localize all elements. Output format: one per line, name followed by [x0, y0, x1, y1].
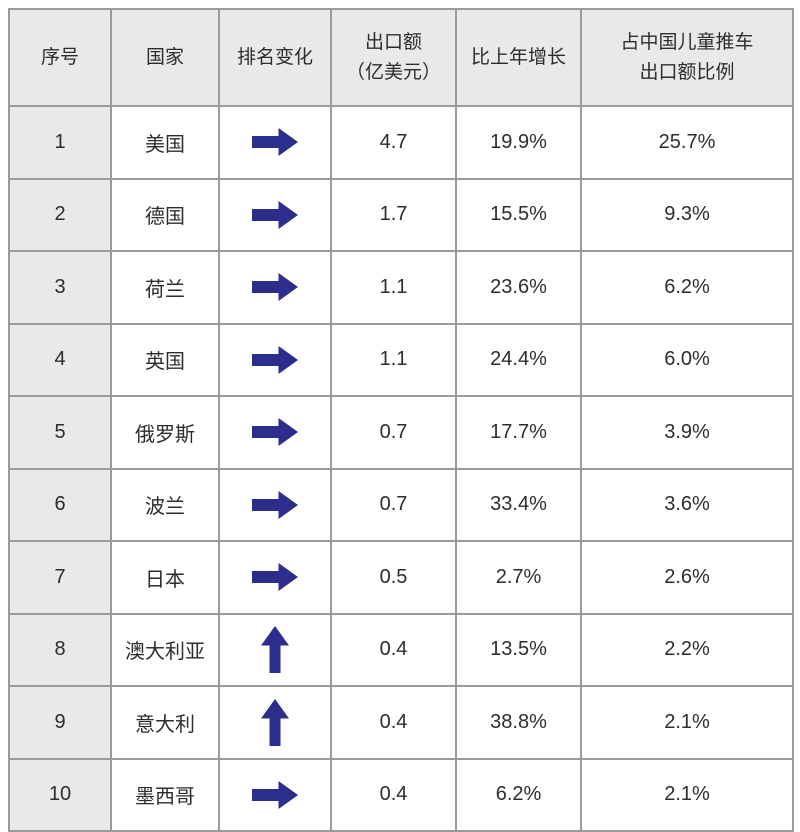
header-rank: 序号 — [8, 8, 112, 107]
up-arrow-icon — [261, 626, 289, 674]
header-share: 占中国儿童推车 出口额比例 — [580, 8, 794, 107]
country-cell: 荷兰 — [110, 250, 220, 325]
rank-cell: 9 — [8, 685, 112, 760]
change-cell — [218, 467, 332, 542]
rank-cell: 6 — [8, 467, 112, 542]
header-row: 序号 国家 排名变化 出口额 （亿美元） 比上年增长 占中国儿童推车 出口额比例 — [8, 8, 794, 107]
export-cell: 0.4 — [330, 685, 457, 760]
growth-cell: 2.7% — [455, 540, 582, 615]
export-cell: 1.1 — [330, 250, 457, 325]
header-export-amount: 出口额 （亿美元） — [330, 8, 457, 107]
change-cell — [218, 395, 332, 470]
table-row: 3 荷兰 1.1 23.6% 6.2% — [8, 250, 794, 325]
rank-cell: 7 — [8, 540, 112, 615]
table-row: 2 德国 1.7 15.5% 9.3% — [8, 177, 794, 252]
growth-cell: 23.6% — [455, 250, 582, 325]
header-export-line2: （亿美元） — [345, 61, 441, 83]
right-arrow-icon — [252, 345, 298, 374]
table-row: 8 澳大利亚 0.4 13.5% 2.2% — [8, 612, 794, 687]
stroller-export-table: 序号 国家 排名变化 出口额 （亿美元） 比上年增长 占中国儿童推车 出口额比例… — [8, 8, 794, 832]
right-arrow-icon — [252, 490, 298, 519]
right-arrow-icon — [252, 780, 298, 809]
growth-cell: 33.4% — [455, 467, 582, 542]
country-cell: 德国 — [110, 177, 220, 252]
right-arrow-icon — [252, 563, 298, 592]
share-cell: 3.6% — [580, 467, 794, 542]
right-arrow-icon — [252, 128, 298, 157]
rank-cell: 3 — [8, 250, 112, 325]
share-cell: 2.1% — [580, 685, 794, 760]
rank-cell: 2 — [8, 177, 112, 252]
share-cell: 2.1% — [580, 757, 794, 832]
table-row: 10 墨西哥 0.4 6.2% 2.1% — [8, 757, 794, 832]
rank-cell: 5 — [8, 395, 112, 470]
table-row: 6 波兰 0.7 33.4% 3.6% — [8, 467, 794, 542]
change-cell — [218, 105, 332, 180]
change-cell — [218, 540, 332, 615]
country-cell: 墨西哥 — [110, 757, 220, 832]
header-rank-change: 排名变化 — [218, 8, 332, 107]
rank-cell: 10 — [8, 757, 112, 832]
change-cell — [218, 757, 332, 832]
share-cell: 2.2% — [580, 612, 794, 687]
growth-cell: 13.5% — [455, 612, 582, 687]
header-growth: 比上年增长 — [455, 8, 582, 107]
right-arrow-icon — [252, 418, 298, 447]
change-cell — [218, 322, 332, 397]
country-cell: 美国 — [110, 105, 220, 180]
country-cell: 波兰 — [110, 467, 220, 542]
header-share-line2: 出口额比例 — [639, 61, 735, 83]
growth-cell: 15.5% — [455, 177, 582, 252]
header-share-line1: 占中国儿童推车 — [620, 32, 754, 54]
export-cell: 0.4 — [330, 612, 457, 687]
right-arrow-icon — [252, 273, 298, 302]
rank-cell: 4 — [8, 322, 112, 397]
growth-cell: 38.8% — [455, 685, 582, 760]
export-cell: 0.7 — [330, 467, 457, 542]
share-cell: 9.3% — [580, 177, 794, 252]
export-cell: 4.7 — [330, 105, 457, 180]
change-cell — [218, 612, 332, 687]
table-header: 序号 国家 排名变化 出口额 （亿美元） 比上年增长 占中国儿童推车 出口额比例 — [8, 8, 794, 107]
growth-cell: 24.4% — [455, 322, 582, 397]
table-row: 1 美国 4.7 19.9% 25.7% — [8, 105, 794, 180]
share-cell: 2.6% — [580, 540, 794, 615]
table-body: 1 美国 4.7 19.9% 25.7% 2 德国 1.7 15.5% 9.3% 3 荷兰 1.1 23.… — [8, 105, 794, 832]
table-row: 7 日本 0.5 2.7% 2.6% — [8, 540, 794, 615]
change-cell — [218, 685, 332, 760]
export-cell: 0.7 — [330, 395, 457, 470]
table-row: 9 意大利 0.4 38.8% 2.1% — [8, 685, 794, 760]
rank-cell: 8 — [8, 612, 112, 687]
change-cell — [218, 177, 332, 252]
change-cell — [218, 250, 332, 325]
header-export-line1: 出口额 — [364, 32, 422, 54]
country-cell: 日本 — [110, 540, 220, 615]
export-cell: 0.4 — [330, 757, 457, 832]
share-cell: 25.7% — [580, 105, 794, 180]
header-country: 国家 — [110, 8, 220, 107]
right-arrow-icon — [252, 200, 298, 229]
rank-cell: 1 — [8, 105, 112, 180]
table-row: 4 英国 1.1 24.4% 6.0% — [8, 322, 794, 397]
share-cell: 6.0% — [580, 322, 794, 397]
growth-cell: 6.2% — [455, 757, 582, 832]
export-cell: 0.5 — [330, 540, 457, 615]
export-cell: 1.7 — [330, 177, 457, 252]
table-row: 5 俄罗斯 0.7 17.7% 3.9% — [8, 395, 794, 470]
up-arrow-icon — [261, 698, 289, 746]
country-cell: 意大利 — [110, 685, 220, 760]
share-cell: 3.9% — [580, 395, 794, 470]
export-cell: 1.1 — [330, 322, 457, 397]
growth-cell: 19.9% — [455, 105, 582, 180]
share-cell: 6.2% — [580, 250, 794, 325]
country-cell: 英国 — [110, 322, 220, 397]
country-cell: 澳大利亚 — [110, 612, 220, 687]
growth-cell: 17.7% — [455, 395, 582, 470]
country-cell: 俄罗斯 — [110, 395, 220, 470]
